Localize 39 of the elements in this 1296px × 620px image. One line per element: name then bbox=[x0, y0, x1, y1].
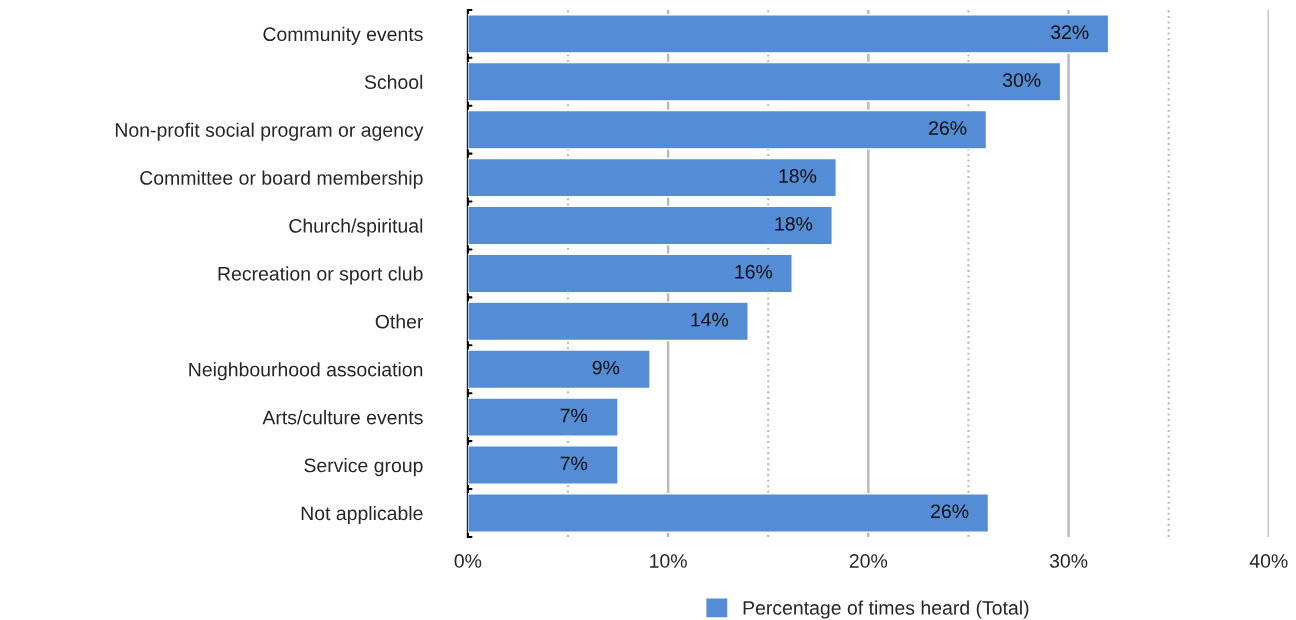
y-tick-label: Non-profit social program or agency bbox=[115, 122, 424, 141]
bar bbox=[467, 157, 837, 198]
data-label: 9% bbox=[592, 360, 620, 375]
data-label: 32% bbox=[1051, 25, 1089, 40]
data-label: 26% bbox=[929, 121, 967, 135]
y-tick-label: Neighbourhood association bbox=[189, 362, 423, 381]
bar bbox=[467, 253, 793, 294]
bar bbox=[467, 301, 749, 342]
bar bbox=[467, 349, 651, 390]
y-tick-label: Other bbox=[375, 314, 424, 329]
data-label: 30% bbox=[1002, 73, 1041, 87]
x-tick-label: 30% bbox=[1049, 554, 1088, 568]
x-tick-label: 0% bbox=[454, 554, 482, 568]
bar bbox=[467, 397, 619, 438]
y-tick-label: Arts/culture events bbox=[262, 410, 423, 425]
x-tick-label: 40% bbox=[1249, 554, 1288, 568]
data-label: 16% bbox=[735, 264, 773, 279]
bar bbox=[467, 61, 1062, 102]
x-tick-label: 10% bbox=[650, 554, 687, 568]
bar bbox=[467, 445, 619, 485]
data-label: 14% bbox=[691, 312, 729, 327]
bar bbox=[467, 493, 990, 533]
y-tick-label: Recreation or sport club bbox=[218, 266, 423, 285]
bar bbox=[467, 14, 1110, 54]
x-tick-label: 20% bbox=[849, 554, 888, 568]
data-label: 26% bbox=[931, 504, 969, 519]
y-tick-label: Community events bbox=[263, 26, 423, 45]
data-label: 18% bbox=[779, 169, 817, 183]
y-tick-label: Committee or board membership bbox=[140, 170, 423, 189]
y-tick-label: School bbox=[364, 74, 423, 90]
y-tick-label: Not applicable bbox=[301, 505, 423, 525]
data-label: 7% bbox=[560, 456, 588, 471]
legend-label: Percentage of times heard (Total) bbox=[743, 600, 1029, 619]
bar bbox=[467, 109, 988, 150]
bar bbox=[467, 205, 833, 246]
data-label: 7% bbox=[560, 408, 588, 423]
y-tick-label: Service group bbox=[304, 458, 423, 477]
data-label: 18% bbox=[775, 216, 813, 231]
y-tick-label: Church/spiritual bbox=[289, 218, 423, 237]
